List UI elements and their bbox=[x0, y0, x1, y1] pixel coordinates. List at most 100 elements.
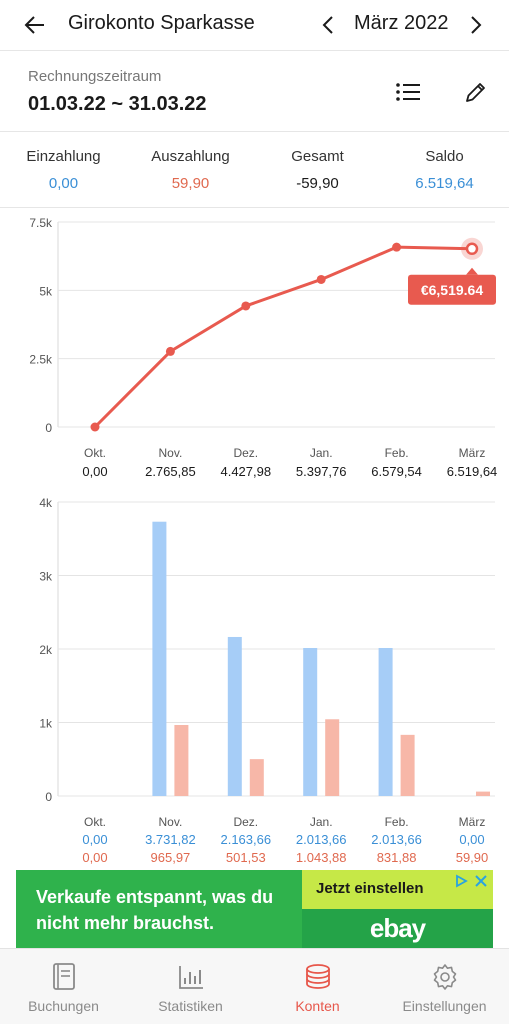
expense-bar bbox=[174, 725, 189, 796]
balance-series-line bbox=[93, 245, 473, 429]
ad-choices-icon[interactable] bbox=[453, 873, 469, 889]
expense-data-label: 0,00 bbox=[82, 850, 107, 865]
book-icon bbox=[52, 963, 75, 990]
income-data-label: 0,00 bbox=[459, 832, 484, 847]
income-data-label: 2.163,66 bbox=[220, 832, 271, 847]
expense-bar bbox=[400, 734, 415, 796]
y-tick-label: 3k bbox=[39, 570, 53, 584]
x-tick-label: März bbox=[459, 446, 486, 460]
data-label: 5.397,76 bbox=[296, 464, 347, 479]
summary-value: 0,00 bbox=[48, 175, 79, 192]
expense-bar bbox=[325, 719, 340, 796]
balance-line-chart: 0 2.5k 5k 7.5k €6,519.64 Okt. 0,00 Nov. 2.765,85… bbox=[0, 208, 509, 490]
income-data-label: 3.731,82 bbox=[145, 832, 196, 847]
previous-month-button[interactable] bbox=[314, 8, 342, 42]
back-button[interactable] bbox=[18, 8, 52, 42]
ad-brand: ebay bbox=[302, 909, 493, 948]
expense-data-label: 501,53 bbox=[226, 850, 266, 865]
summary-balance: Saldo 6.519,64 bbox=[381, 140, 508, 192]
tooltip-text: €6,519.64 bbox=[421, 282, 483, 298]
x-tick-label: Nov. bbox=[159, 446, 183, 460]
summary-deposits: Einzahlung 0,00 bbox=[0, 140, 127, 192]
data-label: 4.427,98 bbox=[220, 464, 271, 479]
data-label: 6.579,54 bbox=[371, 464, 422, 479]
data-point bbox=[392, 242, 402, 252]
summary-total: Gesamt -59,90 bbox=[254, 140, 381, 192]
expense-data-label: 1.043,88 bbox=[296, 850, 347, 865]
bottom-tab-bar: Buchungen Statistiken Konten bbox=[0, 948, 509, 1024]
summary-withdrawals: Auszahlung 59,90 bbox=[127, 140, 254, 192]
tab-label: Buchungen bbox=[28, 998, 99, 1014]
divider bbox=[0, 131, 509, 132]
period-label: Rechnungszeitraum bbox=[28, 68, 162, 85]
ad-cta[interactable]: Jetzt einstellen bbox=[302, 870, 493, 909]
coins-icon bbox=[305, 964, 330, 989]
summary-value: 59,90 bbox=[171, 175, 210, 192]
x-tick-label: Dez. bbox=[233, 815, 258, 829]
summary-label: Auszahlung bbox=[151, 148, 230, 165]
data-label: 0,00 bbox=[82, 464, 107, 479]
summary-label: Einzahlung bbox=[26, 148, 101, 165]
summary-value: -59,90 bbox=[296, 175, 339, 192]
data-label: 6.519,64 bbox=[447, 464, 498, 479]
tab-einstellungen[interactable]: Einstellungen bbox=[381, 949, 508, 1024]
summary-label: Saldo bbox=[425, 148, 464, 165]
ad-headline: Verkaufe entspannt, was du nicht mehr br… bbox=[36, 887, 274, 933]
data-point bbox=[316, 274, 326, 284]
y-tick-label: 1k bbox=[39, 717, 53, 731]
top-bar: Girokonto Sparkasse März 2022 bbox=[0, 0, 509, 50]
expense-data-label: 965,97 bbox=[151, 850, 191, 865]
ad-controls bbox=[453, 873, 489, 889]
current-month: März 2022 bbox=[354, 12, 449, 34]
tab-konten[interactable]: Konten bbox=[254, 949, 381, 1024]
income-data-label: 2.013,66 bbox=[296, 832, 347, 847]
x-tick-label: Jan. bbox=[310, 446, 333, 460]
data-label: 2.765,85 bbox=[145, 464, 196, 479]
y-tick-label: 0 bbox=[45, 421, 52, 435]
summary-value: 6.519,64 bbox=[415, 175, 474, 192]
income-data-label: 2.013,66 bbox=[371, 832, 422, 847]
gear-icon bbox=[433, 964, 456, 990]
value-tooltip bbox=[408, 274, 496, 305]
x-tick-label: Jan. bbox=[310, 815, 333, 829]
chevron-left-icon bbox=[322, 16, 333, 34]
data-point bbox=[165, 346, 175, 356]
list-icon bbox=[396, 83, 420, 101]
income-bar bbox=[378, 647, 393, 796]
list-view-button[interactable] bbox=[390, 76, 426, 108]
x-tick-label: Feb. bbox=[385, 815, 409, 829]
y-tick-label: 0 bbox=[45, 790, 52, 804]
bar-chart-svg: 0 1k 2k 3k 4k Okt. 0,00 0,00 Nov. 3.731,82 965,97 D… bbox=[39, 496, 495, 865]
pencil-icon bbox=[466, 83, 485, 102]
x-tick-label: Okt. bbox=[84, 446, 106, 460]
y-tick-label: 5k bbox=[39, 284, 53, 298]
y-tick-label: 4k bbox=[39, 496, 53, 510]
next-month-button[interactable] bbox=[462, 8, 490, 42]
tooltip-arrow bbox=[466, 267, 478, 275]
expense-data-label: 59,90 bbox=[456, 850, 489, 865]
x-tick-label: März bbox=[459, 815, 486, 829]
income-data-label: 0,00 bbox=[82, 832, 107, 847]
x-tick-label: Okt. bbox=[84, 815, 106, 829]
tab-buchungen[interactable]: Buchungen bbox=[0, 949, 127, 1024]
summary-label: Gesamt bbox=[291, 148, 344, 165]
income-bar bbox=[152, 521, 167, 796]
y-tick-label: 7.5k bbox=[29, 216, 53, 230]
y-tick-label: 2k bbox=[39, 643, 53, 657]
page-title: Girokonto Sparkasse bbox=[68, 12, 255, 34]
tab-label: Statistiken bbox=[158, 998, 223, 1014]
data-point bbox=[90, 422, 100, 432]
edit-button[interactable] bbox=[458, 76, 494, 108]
ad-banner[interactable]: Verkaufe entspannt, was du nicht mehr br… bbox=[16, 870, 493, 948]
close-icon[interactable] bbox=[473, 873, 489, 889]
divider bbox=[0, 207, 509, 208]
tab-label: Einstellungen bbox=[402, 998, 487, 1014]
chevron-right-icon bbox=[471, 16, 482, 34]
arrow-left-icon bbox=[24, 16, 44, 34]
x-tick-label: Dez. bbox=[233, 446, 258, 460]
expense-data-label: 831,88 bbox=[377, 850, 417, 865]
tab-statistiken[interactable]: Statistiken bbox=[127, 949, 254, 1024]
expense-bar bbox=[476, 791, 490, 796]
income-bar bbox=[227, 636, 242, 796]
divider bbox=[0, 50, 509, 51]
